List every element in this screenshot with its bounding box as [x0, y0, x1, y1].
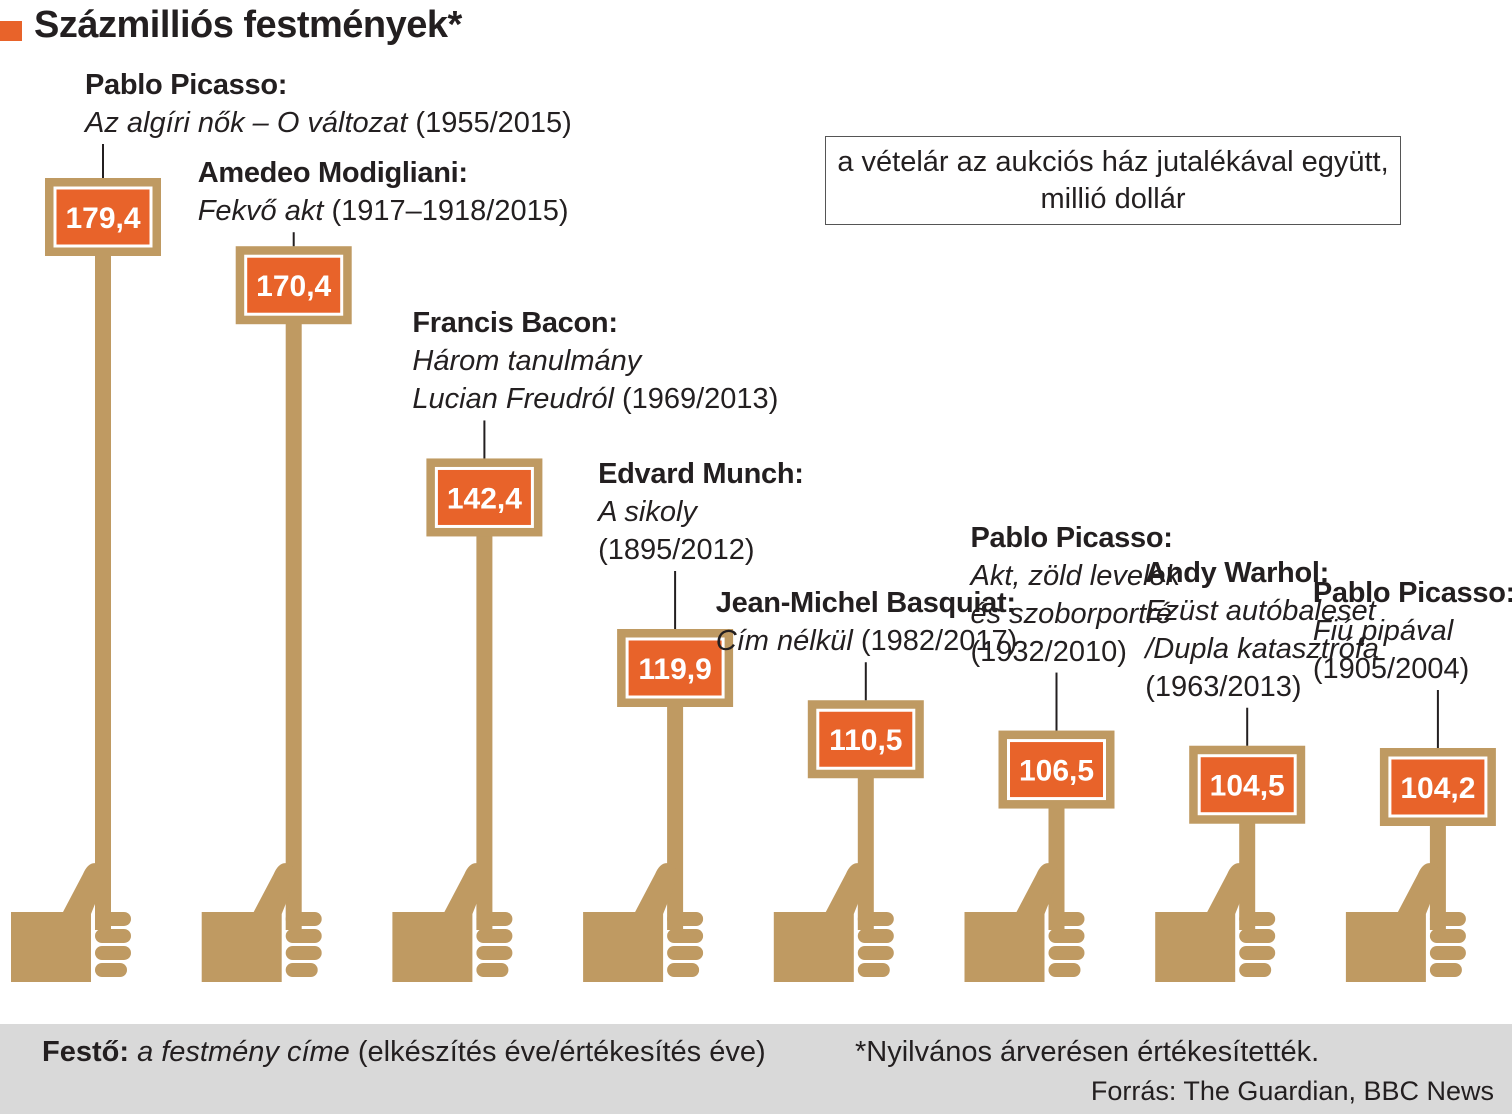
- auction-paddle: 179,4: [11, 144, 161, 982]
- data-label: 179,4: [65, 202, 140, 235]
- auction-paddle: 106,5: [964, 672, 1115, 982]
- painting-title-line: Cím nélkül (1982/2017): [716, 622, 1017, 660]
- painting-title-line: és szoborportré: [971, 595, 1181, 633]
- painting-title: Lucian Freudról: [412, 383, 614, 416]
- data-label: 104,5: [1210, 770, 1285, 803]
- painting-years: (1969/2013): [613, 383, 779, 416]
- painting-title-line: Fiú pipával: [1313, 612, 1512, 650]
- painting-title-line: (1932/2010): [971, 633, 1181, 671]
- legend-artist: Festő:: [42, 1036, 129, 1068]
- title-marker: [0, 21, 22, 41]
- hand-icon: [392, 863, 513, 982]
- auction-chart: 179,4 170,4 142,4 119,9 110,5 106,5 104,5 104,2: [11, 144, 1496, 982]
- painting-title: Az algíri nők – O változat: [85, 107, 408, 139]
- artist-name: Francis Bacon:: [412, 307, 618, 340]
- data-label: 104,2: [1400, 772, 1475, 805]
- painting-years: (1905/2004): [1312, 653, 1470, 685]
- data-label: 106,5: [1019, 755, 1094, 788]
- painting-title: Cím nélkül: [715, 625, 853, 658]
- painting-label: Andy Warhol: Ezüst autóbaleset/Dupla kata…: [1145, 554, 1379, 706]
- painting-label: Pablo Picasso: Az algíri nők – O változat…: [85, 66, 572, 142]
- hand-icon: [201, 863, 322, 982]
- source-credit: Forrás: The Guardian, BBC News: [1090, 1076, 1494, 1106]
- painting-label: Amedeo Modigliani: Fekvő akt (1917–1918/2…: [198, 154, 569, 230]
- painting-title-line: A sikoly: [598, 493, 804, 531]
- painting-title-line: Lucian Freudról (1969/2013): [412, 380, 778, 418]
- painting-title-line: Ezüst autóbaleset: [1145, 592, 1379, 630]
- painting-title-line: /Dupla katasztrófa: [1145, 630, 1379, 668]
- artist-name: Pablo Picasso:: [85, 69, 288, 101]
- painting-title: és szoborportré: [970, 597, 1173, 630]
- data-label: 142,4: [447, 482, 522, 515]
- painting-title-line: (1905/2004): [1313, 650, 1512, 688]
- auction-paddle: 170,4: [201, 232, 352, 982]
- legend-years: (elkészítés éve/értékesítés éve): [349, 1036, 766, 1068]
- painting-years: (1932/2010): [970, 635, 1127, 668]
- painting-label: Jean-Michel Basquiat: Cím nélkül (1982/20…: [716, 584, 1017, 660]
- bar-sign: [244, 254, 344, 316]
- painting-label: Francis Bacon: Három tanulmány Lucian Freu…: [412, 304, 778, 418]
- auction-paddle: 119,9: [583, 570, 734, 982]
- artist-name: Jean-Michel Basquiat:: [715, 587, 1016, 620]
- painting-title-line: Akt, zöld levelek: [971, 557, 1181, 595]
- legend: Festő: a festmény címe (elkészítés éve/é…: [42, 1036, 766, 1069]
- artist-name: Andy Warhol:: [1145, 556, 1329, 589]
- painting-title: Fekvő akt: [197, 195, 324, 228]
- bar-sign: [53, 186, 153, 248]
- artist-name: Pablo Picasso:: [970, 521, 1173, 554]
- page-title: Százmilliós festmények*: [34, 4, 462, 46]
- painting-title-line: Az algíri nők – O változat (1955/2015): [85, 104, 572, 142]
- painting-label: Edvard Munch: A sikoly (1895/2012): [598, 455, 804, 569]
- auction-paddle: 142,4: [392, 420, 543, 982]
- painting-title-line: (1895/2012): [598, 531, 804, 569]
- hand-icon: [1345, 863, 1466, 982]
- paddle-stick: [857, 776, 874, 930]
- painting-title: /Dupla katasztrófa: [1145, 632, 1379, 665]
- auction-paddle: 104,2: [1345, 690, 1496, 982]
- footnote: *Nyilvános árverésen értékesítették.: [855, 1036, 1320, 1068]
- painting-title-line: Fekvő akt (1917–1918/2015): [198, 192, 569, 230]
- hand-icon: [773, 863, 894, 982]
- auction-paddle: 110,5: [773, 662, 924, 982]
- bar-sign: [434, 466, 534, 528]
- painting-years: (1982/2017): [852, 625, 1018, 658]
- painting-title: A sikoly: [598, 495, 697, 528]
- painting-years: (1895/2012): [598, 533, 755, 566]
- bar-sign: [1007, 739, 1106, 801]
- painting-title: Akt, zöld levelek: [970, 559, 1181, 592]
- painting-label: Pablo Picasso: Fiú pipával (1905/2004): [1313, 574, 1512, 688]
- hand-icon: [11, 863, 131, 982]
- auction-paddle: 104,5: [1155, 707, 1306, 982]
- paddle-stick: [95, 254, 111, 930]
- painting-label: Pablo Picasso: Akt, zöld levelek és szobor…: [971, 519, 1181, 671]
- bar-sign: [1388, 756, 1488, 818]
- bar-sign: [625, 637, 725, 699]
- data-label: 110,5: [829, 724, 902, 757]
- data-label: 170,4: [256, 270, 331, 303]
- painting-years: (1917–1918/2015): [323, 195, 569, 228]
- bar-sign: [816, 708, 916, 770]
- artist-name: Pablo Picasso:: [1312, 577, 1512, 609]
- footer: Festő: a festmény címe (elkészítés éve/é…: [0, 1024, 1512, 1114]
- hand-icon: [964, 863, 1085, 982]
- data-label: 119,9: [638, 653, 711, 686]
- unit-note-line: millió dollár: [1040, 183, 1186, 215]
- paddle-stick: [285, 322, 302, 930]
- hand-icon: [583, 863, 704, 982]
- paddle-stick: [476, 534, 493, 930]
- artist-name: Edvard Munch:: [598, 457, 804, 490]
- painting-years: (1963/2013): [1145, 670, 1302, 703]
- bar-sign: [1197, 754, 1297, 816]
- painting-title-line: (1963/2013): [1145, 668, 1379, 706]
- legend-title: a festmény címe: [137, 1036, 350, 1068]
- painting-title: Ezüst autóbaleset: [1145, 594, 1376, 627]
- painting-title-line: Három tanulmány: [412, 342, 778, 380]
- painting-title: Három tanulmány: [412, 345, 642, 378]
- painting-years: (1955/2015): [407, 107, 572, 139]
- painting-title: Fiú pipával: [1312, 615, 1454, 647]
- unit-note-line: a vételár az aukciós ház jutalékával egy…: [837, 146, 1389, 178]
- unit-note-box: a vételár az aukciós ház jutalékával egy…: [825, 136, 1401, 225]
- hand-icon: [1155, 863, 1276, 982]
- artist-name: Amedeo Modigliani:: [197, 157, 468, 190]
